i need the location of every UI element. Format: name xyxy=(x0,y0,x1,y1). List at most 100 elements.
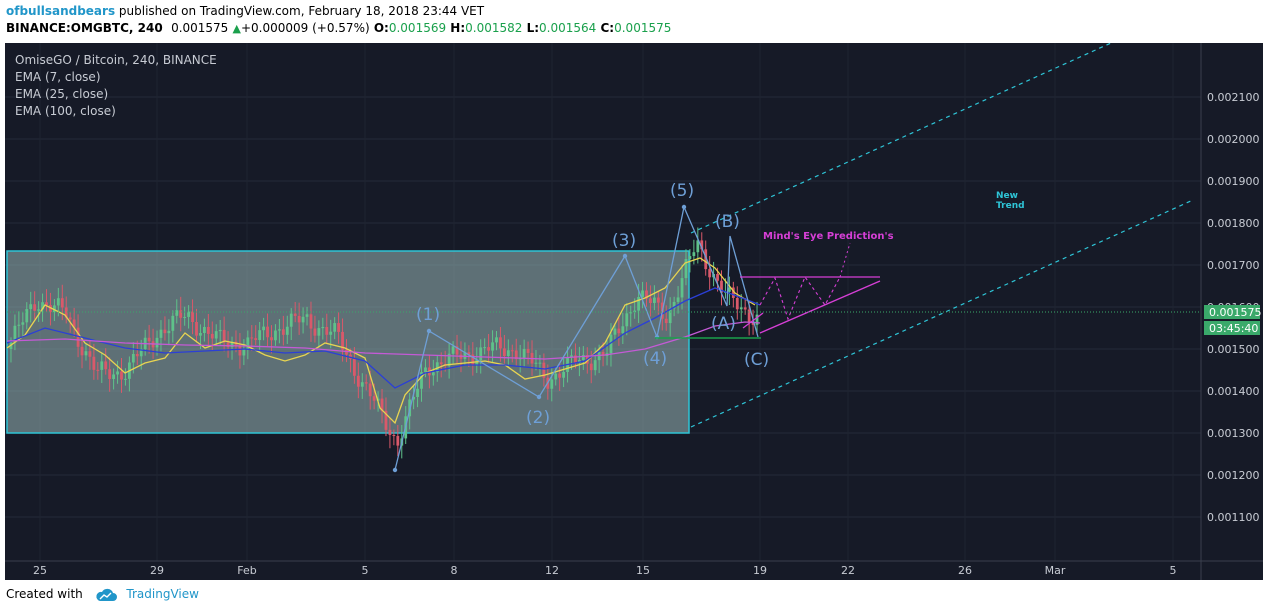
tradingview-link[interactable]: TradingView xyxy=(126,587,199,601)
new-trend-text-1: New xyxy=(996,191,1018,201)
open-label: O: xyxy=(373,21,389,35)
published-text: published on TradingView.com, February 1… xyxy=(118,4,485,18)
candle-body xyxy=(676,297,680,302)
candle-body xyxy=(384,410,388,430)
time-tick-label: 15 xyxy=(636,564,650,577)
tradingview-cloud-icon xyxy=(95,588,117,601)
candle-body xyxy=(195,322,198,336)
candle-body xyxy=(617,328,621,334)
candle-body xyxy=(656,297,660,303)
chart-legend: OmiseGO / Bitcoin, 240, BINANCE EMA (7, … xyxy=(15,53,217,118)
wave-label-a: (A) xyxy=(711,314,736,334)
price-tick-label: 0.001100 xyxy=(1207,511,1260,524)
candle-body xyxy=(542,362,546,378)
candle-body xyxy=(751,322,755,325)
wave-pivot-0 xyxy=(392,467,398,473)
cloud-shape xyxy=(95,588,117,601)
candle-body xyxy=(250,337,254,339)
candle-body xyxy=(727,287,731,292)
candle-body xyxy=(368,383,372,397)
legend-title: OmiseGO / Bitcoin, 240, BINANCE xyxy=(15,53,217,67)
low-label: L: xyxy=(526,21,540,35)
candle-body xyxy=(652,297,656,303)
candle-body xyxy=(514,350,518,360)
candle-body xyxy=(325,326,329,335)
candle-body xyxy=(510,350,514,352)
candle-body xyxy=(68,317,72,320)
candlestick-chart[interactable]: (1) (2) (3) (4) (5) (A) (B) (C) Mind's E… xyxy=(5,43,1263,580)
candle-body xyxy=(479,347,483,361)
wave-label-b: (B) xyxy=(715,212,740,232)
wave-pivot-5 xyxy=(681,204,687,210)
candle-body xyxy=(96,369,100,371)
candle-body xyxy=(491,342,494,351)
candle-body xyxy=(56,298,60,306)
candle-body xyxy=(293,313,297,316)
candle-body xyxy=(135,353,139,357)
price-tick-label: 0.001900 xyxy=(1207,175,1260,188)
candle-body xyxy=(163,329,167,334)
symbol-label: BINANCE:OMGBTC, 240 xyxy=(6,21,163,35)
wave-label-3: (3) xyxy=(612,231,636,251)
wave-pivot-2 xyxy=(536,394,542,400)
candle-body xyxy=(700,240,704,250)
candle-body xyxy=(364,382,368,384)
candle-body xyxy=(483,347,487,349)
candle-body xyxy=(242,348,246,356)
trend-channel-upper xyxy=(690,43,1112,234)
candle-body xyxy=(297,315,301,323)
candle-body xyxy=(629,312,633,314)
price-tick-label: 0.001800 xyxy=(1207,217,1260,230)
candle-body xyxy=(649,298,652,303)
candle-body xyxy=(337,323,341,332)
candle-body xyxy=(183,316,187,318)
candle-body xyxy=(21,322,25,325)
time-axis[interactable]: 25 29 Feb 5 8 12 15 19 22 26 Mar 5 xyxy=(33,564,1177,577)
candle-body xyxy=(88,351,92,357)
candle-body xyxy=(416,388,419,398)
time-tick-label: Mar xyxy=(1045,564,1066,577)
candle-body xyxy=(92,356,96,370)
prediction-lead-line xyxy=(742,312,764,329)
current-price-tag xyxy=(1204,305,1260,319)
candle-body xyxy=(412,397,416,400)
candle-body xyxy=(396,436,400,446)
legend-ema-7: EMA (7, close) xyxy=(15,70,101,84)
time-tick-label: 5 xyxy=(1170,564,1177,577)
wave-pivots xyxy=(392,204,687,473)
candle-body xyxy=(621,326,625,334)
candle-body xyxy=(147,337,151,342)
candle-body xyxy=(645,290,648,299)
candle-body xyxy=(33,304,37,311)
candle-body xyxy=(522,349,526,359)
candle-body xyxy=(329,331,333,335)
candle-body xyxy=(45,302,48,306)
candle-body xyxy=(502,348,506,357)
candle-body xyxy=(281,329,285,335)
candle-body xyxy=(455,346,459,355)
candle-body xyxy=(550,379,554,389)
candle-body xyxy=(159,329,163,338)
candle-body xyxy=(84,351,88,356)
candle-body xyxy=(309,314,313,329)
candle-body xyxy=(187,311,191,317)
wave-label-c: (C) xyxy=(744,350,769,370)
candle-body xyxy=(210,333,214,339)
time-tick-label: 5 xyxy=(362,564,369,577)
candle-body xyxy=(202,326,206,334)
candle-body xyxy=(234,341,238,347)
candle-body xyxy=(708,269,712,278)
candle-body xyxy=(313,328,317,336)
author-link[interactable]: ofbullsandbears xyxy=(6,4,116,18)
candle-body xyxy=(64,307,68,318)
candle-body xyxy=(633,310,637,313)
candle-body xyxy=(637,296,641,311)
candle-body xyxy=(285,326,289,335)
candle-body xyxy=(60,298,64,308)
ema-25-line xyxy=(6,287,761,389)
candle-body xyxy=(289,313,293,327)
candle-body xyxy=(609,334,613,354)
candle-body xyxy=(155,337,159,348)
candle-body xyxy=(356,375,360,387)
candle-body xyxy=(13,325,17,343)
